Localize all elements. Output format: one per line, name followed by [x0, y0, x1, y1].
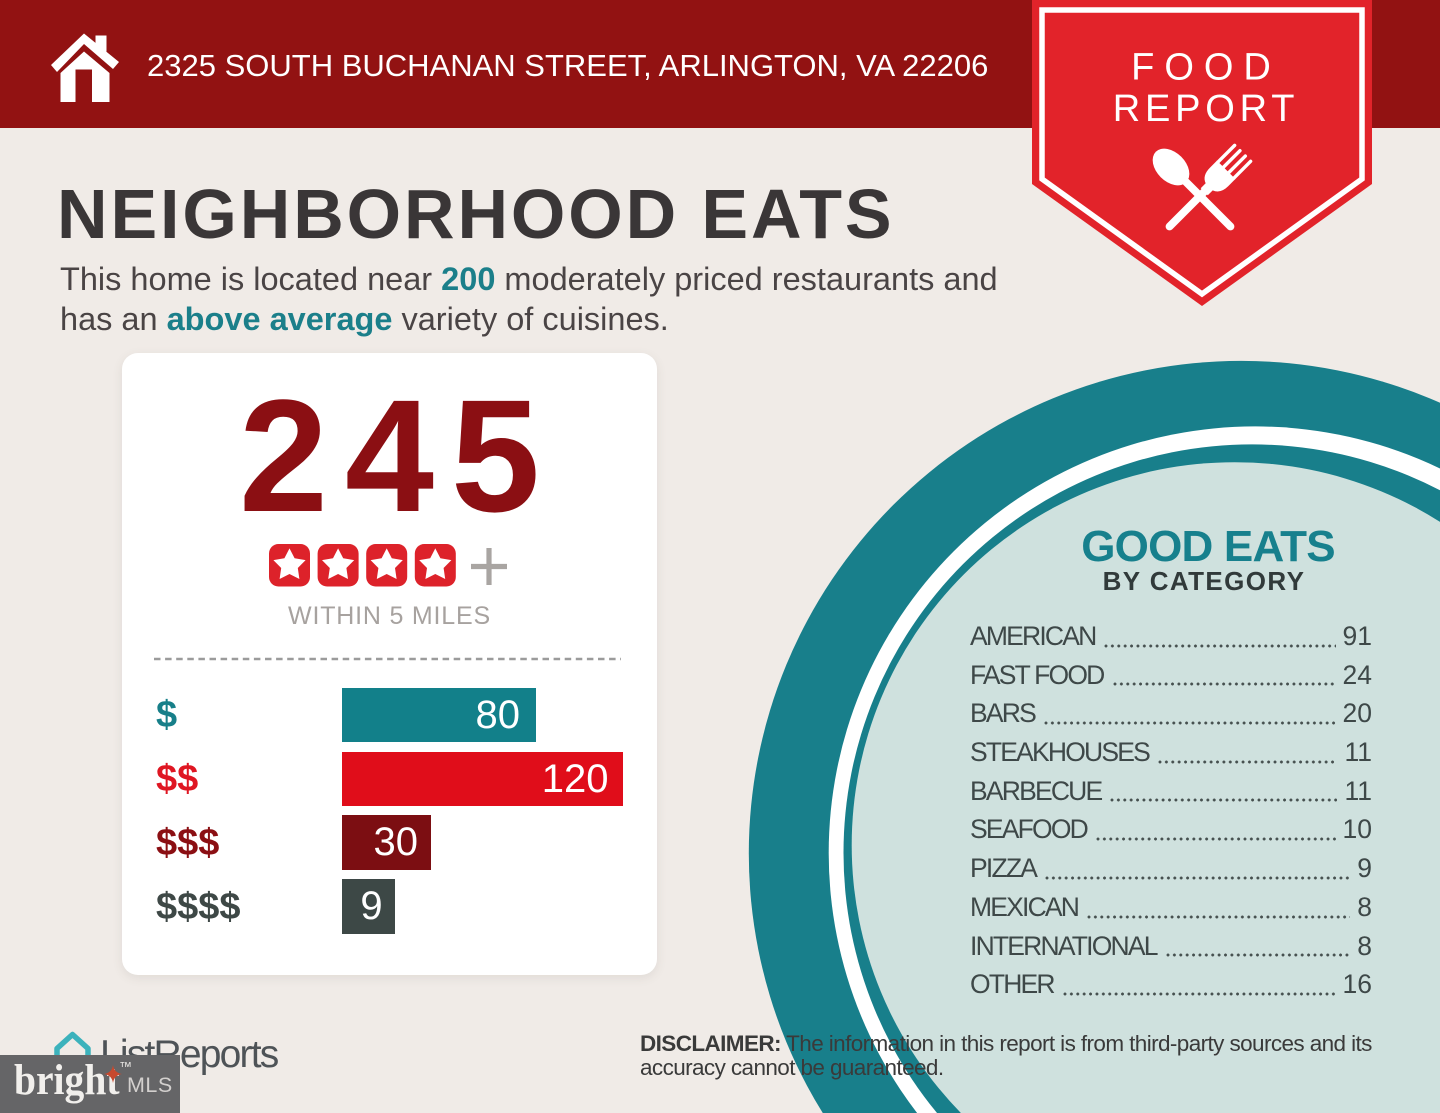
svg-text:REPORT: REPORT: [1113, 88, 1299, 130]
svg-text:FOOD: FOOD: [1131, 47, 1281, 89]
